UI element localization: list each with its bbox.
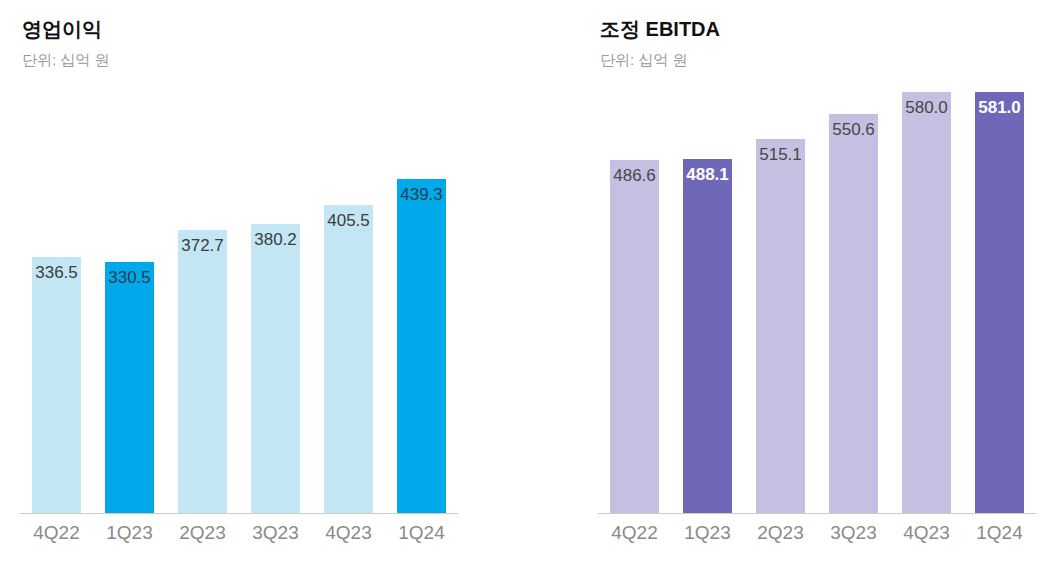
bar-value-label: 380.2 — [251, 230, 300, 250]
bar-slot: 330.5 — [93, 75, 166, 513]
bar-value-label: 580.0 — [902, 98, 951, 118]
bar-slot: 550.6 — [817, 75, 890, 513]
x-axis-label: 2Q23 — [744, 522, 817, 544]
x-axis-label: 4Q22 — [598, 522, 671, 544]
bar-slot: 580.0 — [890, 75, 963, 513]
plot-area: 336.5 330.5 372.7 380.2 405.5 439.3 — [20, 75, 458, 514]
chart-title: 영업이익 — [22, 16, 458, 42]
bar-slot: 380.2 — [239, 75, 312, 513]
bar-value-label: 330.5 — [105, 268, 154, 288]
bar-4Q23: 405.5 — [324, 205, 373, 513]
x-axis-label: 1Q23 — [671, 522, 744, 544]
bar-3Q23: 380.2 — [251, 224, 300, 513]
chart-title: 조정 EBITDA — [600, 16, 1036, 42]
bar-1Q24: 581.0 — [975, 92, 1024, 513]
plot-area: 486.6 488.1 515.1 550.6 580.0 581.0 — [598, 75, 1036, 514]
bar-value-label: 486.6 — [610, 166, 659, 186]
x-axis: 4Q221Q232Q233Q234Q231Q24 — [598, 522, 1036, 544]
bar-slot: 486.6 — [598, 75, 671, 513]
x-axis-label: 1Q24 — [385, 522, 458, 544]
chart-adjusted-ebitda: 조정 EBITDA 단위: 십억 원 486.6 488.1 515.1 550.6 5… — [598, 16, 1036, 544]
bar-value-label: 372.7 — [178, 236, 227, 256]
bar-3Q23: 550.6 — [829, 114, 878, 513]
bar-4Q23: 580.0 — [902, 92, 951, 513]
bar-4Q22: 336.5 — [32, 257, 81, 513]
bar-value-label: 581.0 — [975, 98, 1024, 118]
bar-value-label: 488.1 — [683, 165, 732, 185]
bar-slot: 439.3 — [385, 75, 458, 513]
bar-slot: 336.5 — [20, 75, 93, 513]
bar-1Q24: 439.3 — [397, 179, 446, 513]
bar-1Q23: 330.5 — [105, 262, 154, 513]
x-axis-label: 1Q24 — [963, 522, 1036, 544]
bar-2Q23: 515.1 — [756, 139, 805, 513]
x-axis-label: 1Q23 — [93, 522, 166, 544]
bar-value-label: 336.5 — [32, 263, 81, 283]
x-axis-label: 3Q23 — [239, 522, 312, 544]
x-axis-label: 4Q22 — [20, 522, 93, 544]
bar-2Q23: 372.7 — [178, 230, 227, 513]
bar-slot: 515.1 — [744, 75, 817, 513]
x-axis-label: 4Q23 — [312, 522, 385, 544]
bar-value-label: 550.6 — [829, 120, 878, 140]
chart-operating-profit: 영업이익 단위: 십억 원 336.5 330.5 372.7 380.2 405.5 4… — [20, 16, 458, 544]
bar-slot: 372.7 — [166, 75, 239, 513]
bar-1Q23: 488.1 — [683, 159, 732, 513]
x-axis-label: 3Q23 — [817, 522, 890, 544]
x-axis-label: 2Q23 — [166, 522, 239, 544]
bar-slot: 405.5 — [312, 75, 385, 513]
chart-unit-label: 단위: 십억 원 — [22, 50, 458, 70]
chart-unit-label: 단위: 십억 원 — [600, 50, 1036, 70]
bar-4Q22: 486.6 — [610, 160, 659, 513]
bar-value-label: 515.1 — [756, 145, 805, 165]
bar-value-label: 439.3 — [397, 185, 446, 205]
bar-slot: 581.0 — [963, 75, 1036, 513]
x-axis-label: 4Q23 — [890, 522, 963, 544]
bar-slot: 488.1 — [671, 75, 744, 513]
x-axis: 4Q221Q232Q233Q234Q231Q24 — [20, 522, 458, 544]
bar-value-label: 405.5 — [324, 211, 373, 231]
